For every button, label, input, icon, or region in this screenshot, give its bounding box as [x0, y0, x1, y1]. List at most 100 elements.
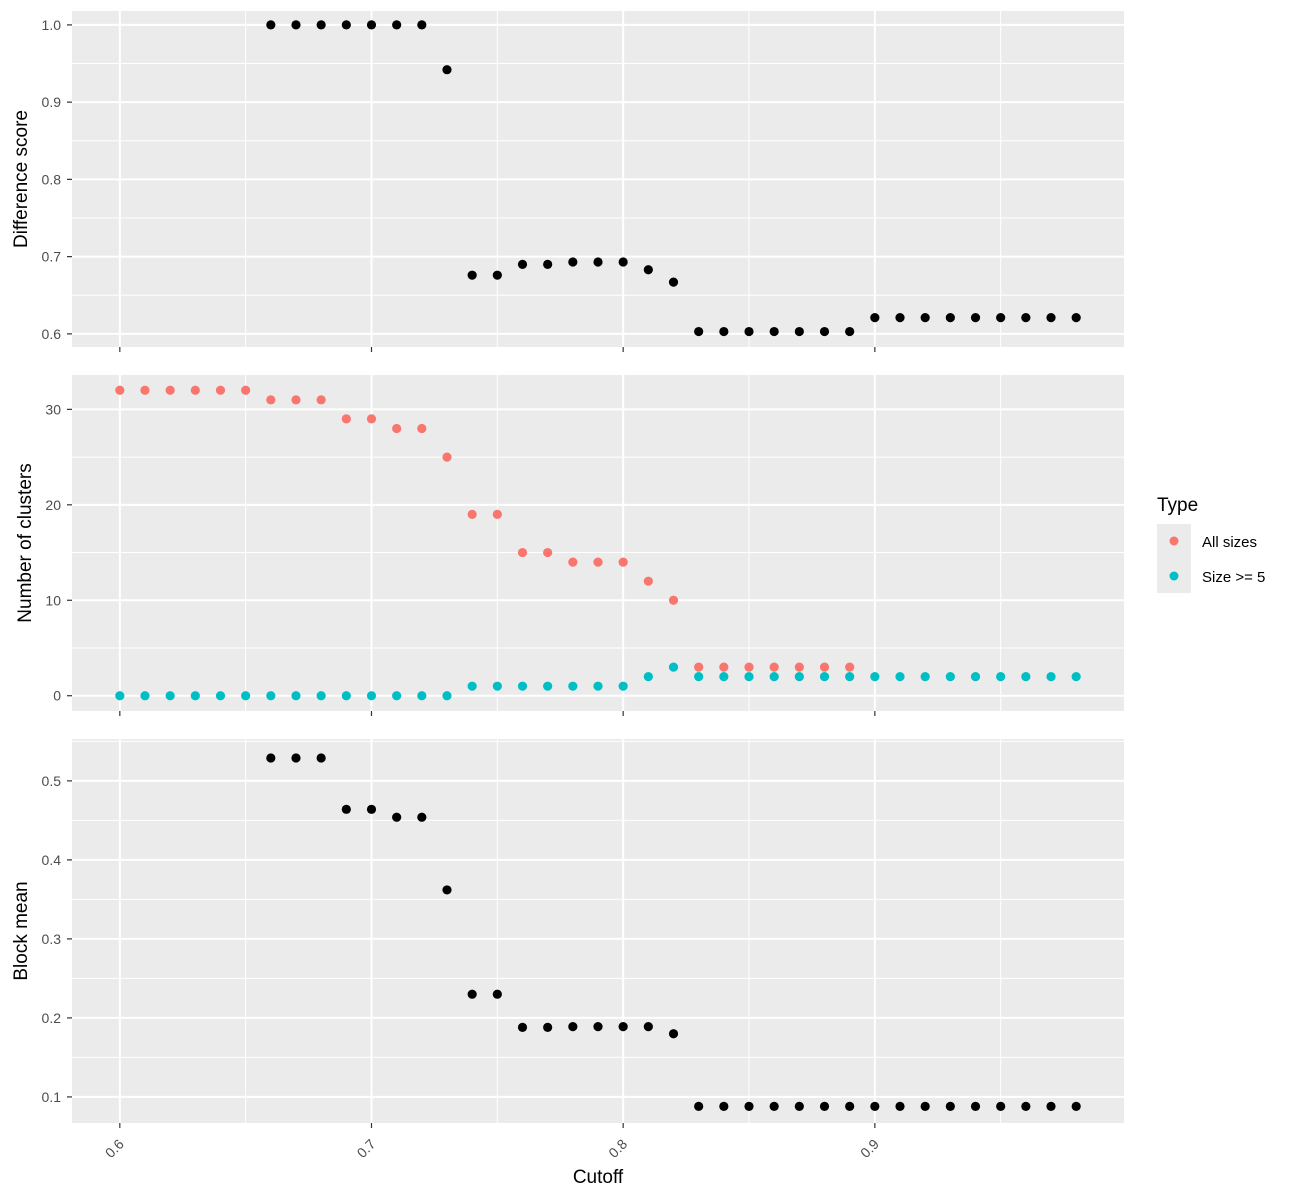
y-axis-title: Number of clusters — [15, 463, 36, 622]
data-point — [870, 313, 880, 323]
data-point — [417, 20, 427, 30]
data-point — [442, 691, 452, 701]
data-point — [291, 691, 301, 701]
data-point — [970, 313, 981, 323]
data-point — [568, 1022, 578, 1032]
y-axis-title: Difference score — [11, 110, 32, 248]
data-point — [945, 313, 955, 323]
panel-difference-score: 0.6 0.7 0.8 0.9 1.0 Difference score — [11, 11, 1124, 352]
data-point — [165, 691, 175, 701]
data-point — [819, 672, 830, 682]
data-point — [366, 691, 377, 701]
data-point — [845, 662, 855, 672]
data-point — [492, 681, 502, 691]
data-point — [769, 672, 779, 682]
data-point — [543, 1022, 553, 1032]
x-tick-label: 0.8 — [605, 1136, 630, 1161]
data-point — [341, 414, 351, 424]
y-axis-ticks: 0.6 0.7 0.8 0.9 1.0 — [42, 17, 72, 342]
data-point — [366, 804, 377, 814]
data-points — [266, 20, 1081, 337]
data-point — [870, 1101, 880, 1112]
gridlines — [72, 375, 1124, 711]
data-point — [895, 672, 905, 682]
data-point — [492, 509, 502, 519]
x-tick-label: 0.9 — [857, 1136, 882, 1161]
data-point — [769, 1101, 779, 1112]
data-point — [744, 326, 754, 337]
data-point — [870, 672, 880, 682]
legend-title: Type — [1157, 495, 1198, 516]
y-axis-title: Block mean — [11, 881, 32, 980]
x-tick-label: 0.7 — [354, 1136, 379, 1161]
panel-number-of-clusters: 0 10 20 30 Number of clusters — [15, 375, 1124, 716]
data-point — [392, 20, 402, 30]
data-point — [266, 20, 276, 30]
data-point — [920, 1101, 930, 1112]
data-points — [266, 753, 1081, 1112]
data-point — [165, 385, 175, 395]
data-point — [291, 753, 301, 763]
data-point — [341, 691, 351, 701]
x-axis-ticks — [119, 1123, 876, 1128]
y-tick-label: 0.4 — [42, 852, 62, 868]
data-point — [668, 595, 679, 605]
data-point — [241, 385, 251, 395]
data-point — [392, 812, 402, 822]
data-point — [467, 509, 477, 519]
data-point — [140, 691, 150, 701]
data-point — [643, 672, 653, 682]
data-point — [618, 1022, 628, 1032]
data-point — [341, 804, 351, 814]
data-point — [492, 270, 502, 280]
data-point — [392, 691, 402, 701]
data-point — [643, 576, 653, 586]
y-tick-label: 30 — [45, 401, 61, 417]
data-point — [241, 691, 251, 701]
panel-background — [72, 375, 1124, 711]
data-point — [1021, 672, 1031, 682]
data-point — [819, 1101, 830, 1112]
y-axis-ticks: 0 10 20 30 — [45, 401, 72, 704]
data-point — [1046, 672, 1056, 682]
legend-label-all-sizes: All sizes — [1202, 534, 1257, 551]
data-point — [417, 423, 427, 434]
y-tick-label: 0.1 — [42, 1089, 62, 1105]
data-point — [694, 662, 704, 672]
data-point — [794, 672, 804, 682]
data-point — [517, 681, 528, 691]
data-point — [920, 672, 930, 682]
data-point — [316, 395, 326, 405]
data-point — [215, 691, 226, 701]
data-point — [593, 681, 603, 691]
legend-label-size-ge-5: Size >= 5 — [1202, 569, 1265, 586]
data-point — [1021, 1101, 1031, 1112]
data-point — [341, 20, 351, 30]
y-tick-label: 0 — [53, 688, 61, 704]
data-point — [895, 1101, 905, 1112]
data-point — [442, 65, 452, 75]
panel-block-mean: 0.1 0.2 0.3 0.4 0.5 Block mean — [11, 739, 1124, 1128]
data-point — [744, 662, 754, 672]
data-point — [1071, 1101, 1081, 1112]
legend-key-all-sizes — [1169, 536, 1179, 546]
gridlines — [72, 739, 1124, 1123]
data-point — [190, 691, 200, 701]
y-tick-label: 10 — [45, 592, 61, 608]
y-axis-ticks: 0.1 0.2 0.3 0.4 0.5 — [42, 773, 72, 1105]
x-tick-label: 0.6 — [102, 1136, 127, 1161]
legend-key-size-ge-5 — [1169, 571, 1179, 581]
data-point — [694, 672, 704, 682]
y-tick-label: 0.8 — [42, 171, 62, 187]
data-point — [996, 672, 1006, 682]
data-point — [517, 547, 528, 558]
data-point — [668, 662, 679, 672]
data-point — [366, 20, 377, 30]
data-point — [769, 326, 779, 337]
gridlines — [72, 11, 1124, 347]
data-point — [543, 259, 553, 269]
data-point — [1046, 313, 1056, 323]
data-point — [593, 1022, 603, 1032]
data-point — [593, 257, 603, 267]
data-point — [467, 681, 477, 691]
